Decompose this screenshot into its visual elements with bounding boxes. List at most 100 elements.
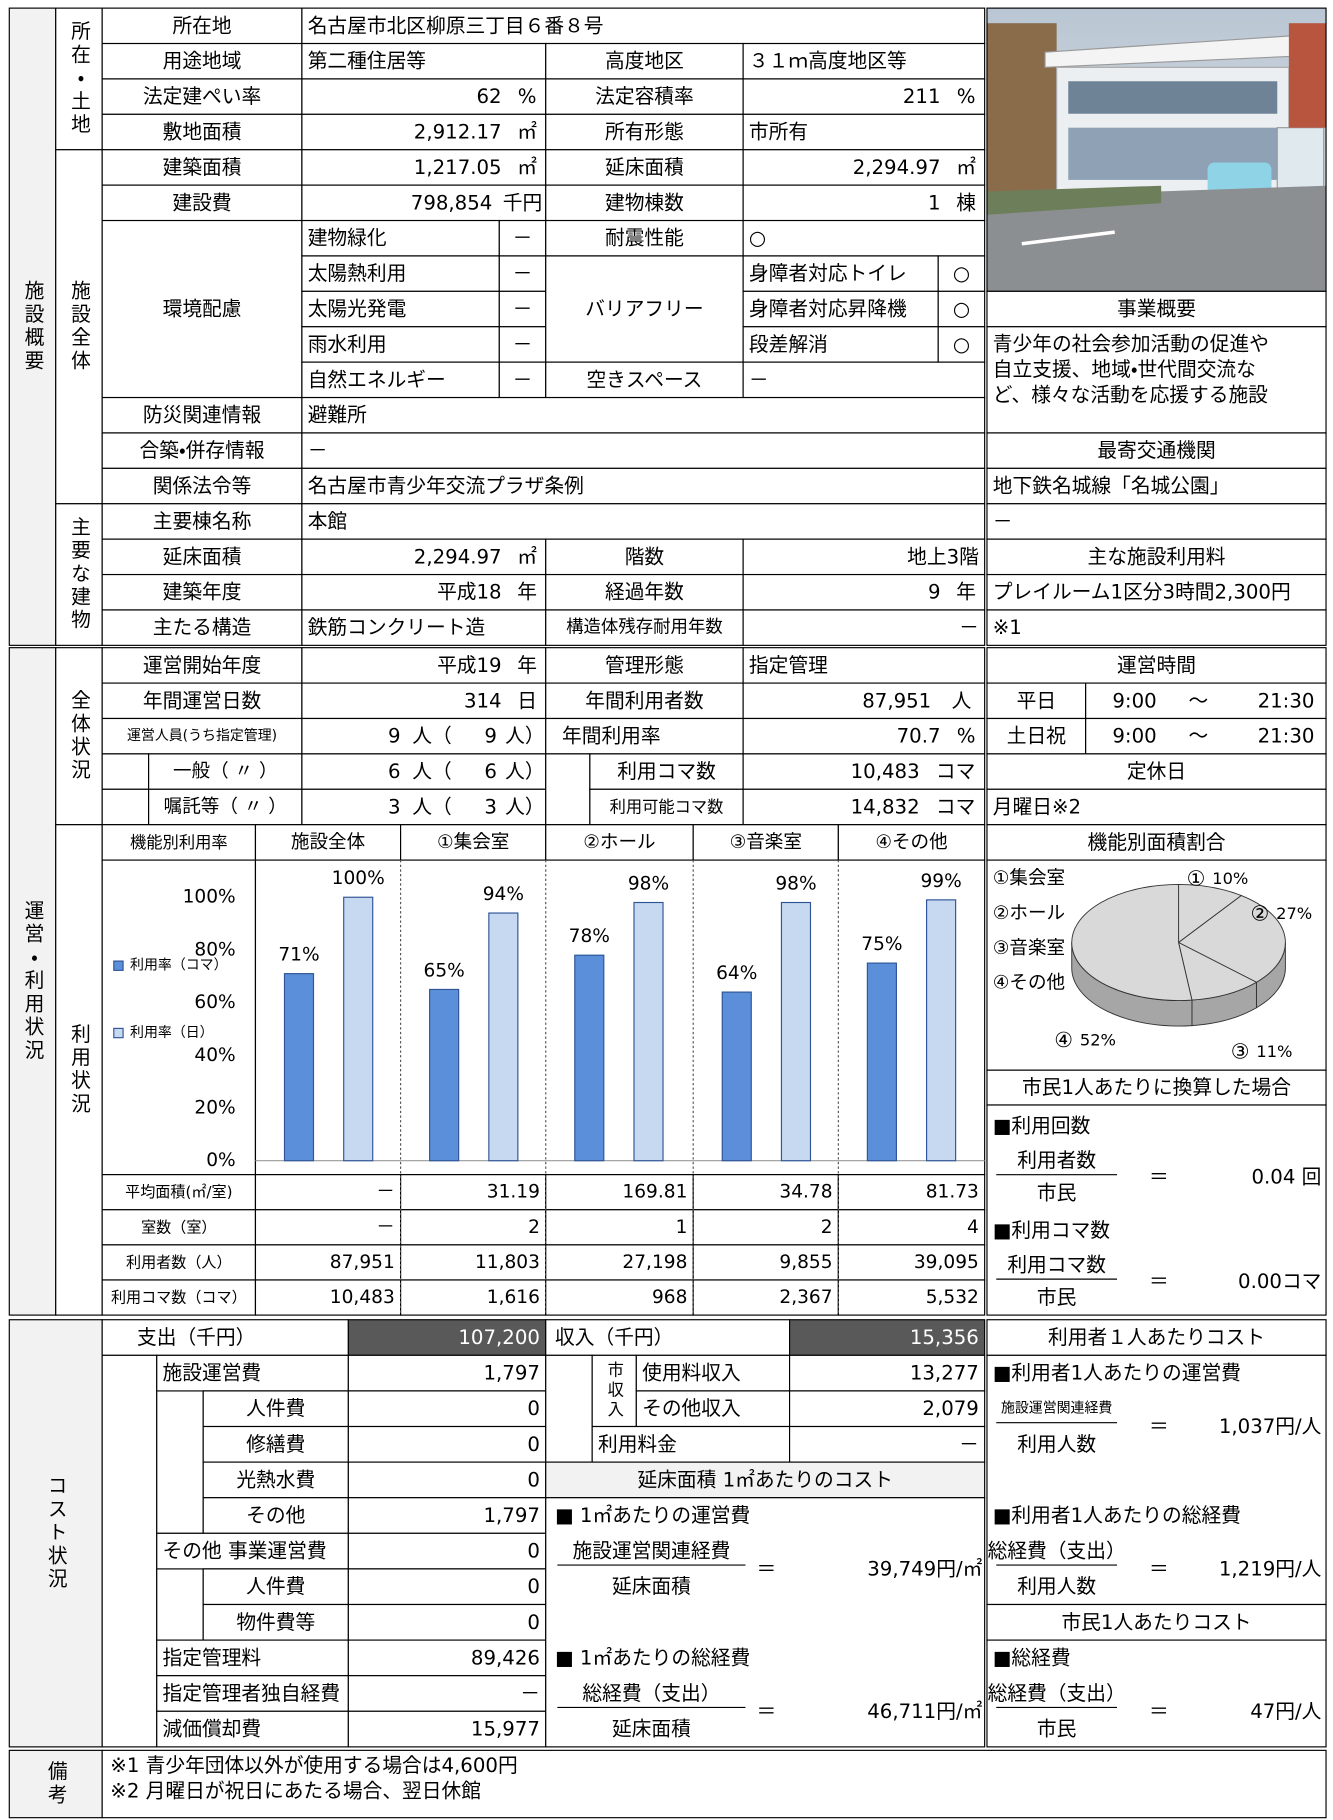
- cell: [986, 573, 1327, 611]
- text: 平均面積(㎡/室): [125, 1183, 232, 1201]
- cell: [986, 682, 1087, 720]
- text: 人）: [505, 725, 544, 748]
- bar: [721, 991, 752, 1162]
- bar: [429, 988, 460, 1162]
- cell: [101, 753, 150, 790]
- cell: [498, 326, 547, 363]
- text: ㎡: [517, 545, 537, 568]
- photo-hedge: [986, 185, 1162, 215]
- text: 運営時間: [1117, 654, 1196, 677]
- text: 人（: [412, 725, 451, 748]
- text: 利用率（コマ）: [130, 958, 227, 974]
- text: 機能別利用率: [130, 833, 228, 852]
- text: その他: [246, 1504, 305, 1527]
- text: 89,426: [471, 1646, 540, 1669]
- text: 14,832: [851, 795, 920, 818]
- cell: [101, 609, 303, 646]
- text: 1,219円/人: [1219, 1557, 1322, 1580]
- cell: [545, 609, 744, 646]
- text: 0: [527, 1433, 540, 1456]
- cell: [202, 1390, 349, 1428]
- cell: [8, 1319, 103, 1748]
- text: 土日祝: [1007, 725, 1066, 748]
- cell: [837, 1174, 986, 1211]
- text: ～: [1188, 725, 1208, 748]
- text: 1,217.05: [414, 156, 502, 179]
- text: 64%: [716, 963, 757, 984]
- text: 市民1人あたりに換算した場合: [1022, 1076, 1291, 1099]
- text: －: [520, 1682, 540, 1705]
- photo-tree: [1288, 23, 1327, 128]
- text: 総経費（支出）: [988, 1540, 1126, 1563]
- text: 94%: [483, 884, 524, 905]
- cell: [8, 1749, 103, 1819]
- text: ～: [1188, 689, 1208, 712]
- text: 98%: [628, 873, 669, 894]
- text: 延床面積: [612, 1575, 691, 1598]
- cell: [742, 788, 986, 826]
- text: 年間利用率: [562, 725, 661, 748]
- text: 高度地区: [605, 50, 684, 73]
- text: 107,200: [458, 1326, 540, 1349]
- cell: [937, 255, 986, 292]
- text: 延床面積 1㎡あたりのコスト: [637, 1468, 892, 1491]
- cell: [692, 824, 839, 861]
- text: 80%: [194, 939, 235, 960]
- text: 総経費（支出）: [988, 1682, 1126, 1705]
- cell: [101, 149, 303, 186]
- cell: [301, 788, 547, 826]
- text: 13,277: [910, 1362, 979, 1385]
- text: 2,294.97: [414, 545, 502, 568]
- text: ③音楽室: [993, 938, 1065, 959]
- cell: [545, 1244, 694, 1281]
- text: 0: [527, 1397, 540, 1420]
- cell: [347, 1532, 547, 1570]
- text: 314: [464, 689, 502, 712]
- cell: [202, 1497, 349, 1534]
- text: 211: [903, 85, 941, 108]
- cell: [498, 219, 547, 257]
- text: ３１ｍ高度地区等: [749, 50, 907, 73]
- cell: [101, 859, 257, 1176]
- text: 0: [527, 1611, 540, 1634]
- cell: [545, 1461, 986, 1499]
- text: －: [513, 333, 533, 356]
- cell: [101, 1749, 1327, 1819]
- cell: [347, 1354, 547, 1392]
- text: %: [957, 85, 976, 108]
- cell: [148, 788, 303, 826]
- cell: [742, 609, 986, 646]
- text: ＝: [1149, 1557, 1169, 1580]
- text: コマ: [936, 760, 975, 783]
- text: 建物棟数: [605, 191, 684, 214]
- pie-slice: [1071, 883, 1193, 1001]
- text: －: [513, 368, 533, 391]
- cell: [545, 1354, 593, 1463]
- text: －: [513, 227, 533, 250]
- cell: [742, 647, 986, 684]
- text: 延床面積: [605, 156, 684, 179]
- text: 27,198: [622, 1252, 687, 1273]
- text: 2,294.97: [853, 156, 941, 179]
- cell: [692, 1244, 839, 1281]
- cell: [986, 753, 1327, 790]
- text: ＝: [1149, 1700, 1169, 1723]
- text: 52%: [1080, 1031, 1116, 1050]
- text: 事業概要: [1117, 298, 1196, 321]
- text: 合築・併存情報: [140, 439, 265, 462]
- text: ㎡: [517, 156, 537, 179]
- text: 機能別面積割合: [1087, 831, 1225, 854]
- text: バリアフリー: [585, 298, 703, 321]
- cell: [301, 361, 500, 399]
- text: 1: [676, 1217, 688, 1238]
- cell: [986, 788, 1327, 826]
- text: 1,037円/人: [1219, 1415, 1322, 1438]
- text: ■利用回数: [993, 1114, 1091, 1137]
- text: 所有形態: [605, 121, 684, 144]
- text: 利用可能コマ数: [610, 797, 724, 816]
- text: 46,711円/㎡: [867, 1700, 982, 1723]
- text: 市民: [1037, 1718, 1076, 1741]
- cell: [986, 824, 1327, 861]
- text: ③: [1231, 1040, 1250, 1064]
- text: %: [518, 85, 537, 108]
